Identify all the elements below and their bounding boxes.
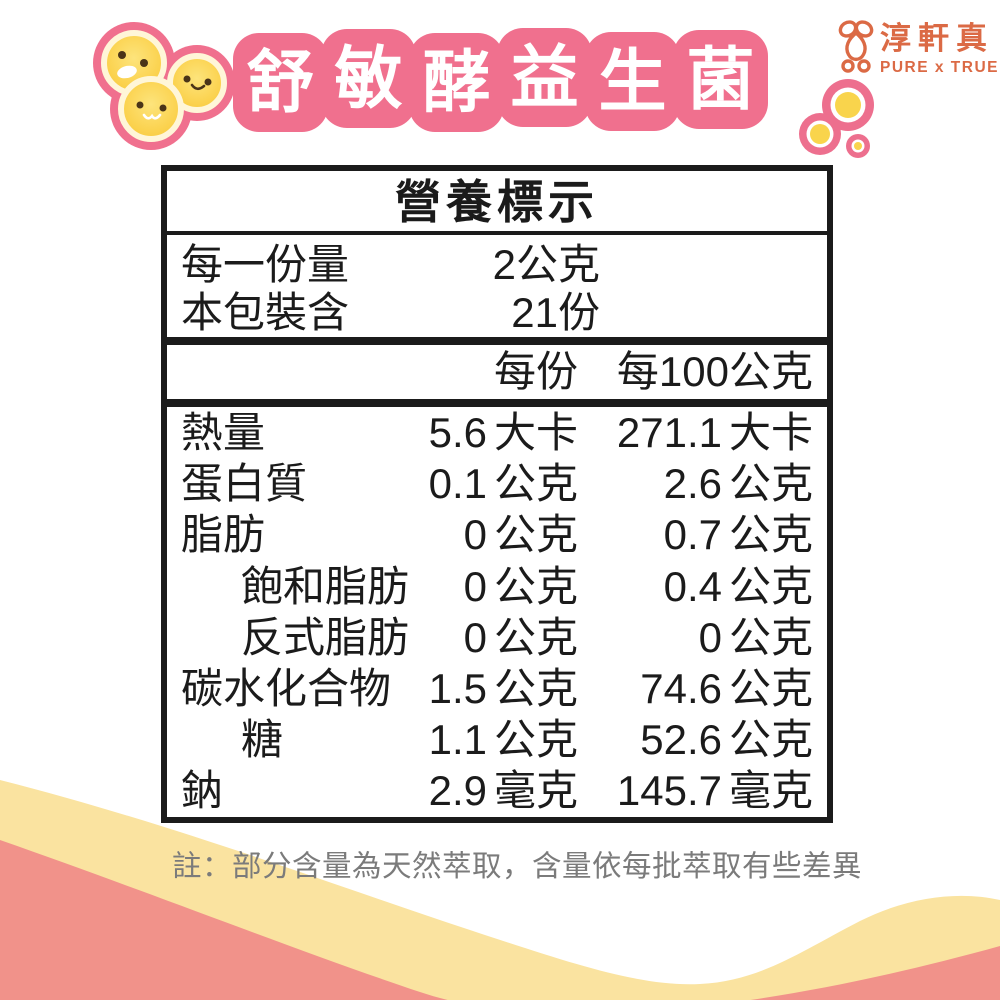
per-serving-value: 0 bbox=[463, 613, 487, 661]
column-header-row: 每份 每100公克 bbox=[167, 345, 827, 407]
brand-logo: 淳軒真 PURE x TRUE bbox=[836, 16, 999, 78]
title-char-tile: 舒 bbox=[233, 33, 328, 132]
per-100g-unit: 公克 bbox=[728, 460, 813, 508]
serving-info-section: 每一份量 2公克 本包裝含 21份 bbox=[167, 235, 827, 345]
title-char: 益 bbox=[510, 39, 579, 116]
per-100g-value: 74.6 bbox=[640, 664, 722, 712]
mascot-bodies bbox=[101, 30, 227, 142]
title-char-tile: 菌 bbox=[673, 30, 768, 129]
per-serving-value: 1.5 bbox=[428, 664, 487, 712]
nutrient-label: 熱量 bbox=[181, 409, 266, 456]
table-row-fat: 脂肪 0 公克 0.7 公克 bbox=[181, 509, 813, 560]
table-row-carbohydrate: 碳水化合物 1.5 公克 74.6 公克 bbox=[181, 663, 813, 714]
table-row-protein: 蛋白質 0.1 公克 2.6 公克 bbox=[181, 458, 813, 509]
nutrition-table-title: 營養標示 bbox=[167, 171, 827, 235]
brand-words: 淳軒真 PURE x TRUE bbox=[880, 21, 999, 77]
bubble-medium bbox=[799, 113, 841, 155]
table-row-calories: 熱量 5.6 大卡 271.1 大卡 bbox=[181, 407, 813, 458]
title-char: 菌 bbox=[686, 41, 755, 118]
nutrition-facts-table: 營養標示 每一份量 2公克 本包裝含 21份 每份 每100公克 熱量 5.6 大… bbox=[161, 165, 833, 823]
ring-bubbles-decoration bbox=[799, 79, 874, 158]
servings-per-pack-value: 21份 bbox=[511, 289, 600, 336]
serving-size-row: 每一份量 2公克 bbox=[181, 241, 813, 289]
per-100g-value: 52.6 bbox=[640, 716, 722, 764]
per-serving-unit: 大卡 bbox=[493, 409, 578, 456]
title-char: 舒 bbox=[246, 44, 315, 121]
title-char-tile: 益 bbox=[497, 28, 592, 127]
per-100g-unit: 大卡 bbox=[728, 409, 813, 456]
per-serving-unit: 公克 bbox=[493, 613, 578, 661]
bubble-large bbox=[822, 79, 874, 131]
nutrient-label: 脂肪 bbox=[181, 511, 266, 559]
per-100g-value: 271.1 bbox=[616, 409, 722, 456]
per-serving-value: 1.1 bbox=[428, 716, 487, 764]
nutrient-label: 反式脂肪 bbox=[241, 613, 410, 661]
nutrient-label: 飽和脂肪 bbox=[241, 562, 410, 610]
per-serving-value: 5.6 bbox=[428, 409, 487, 456]
nutrient-label: 蛋白質 bbox=[181, 460, 308, 508]
table-row-trans-fat: 反式脂肪 0 公克 0 公克 bbox=[181, 612, 813, 663]
brand-tagline: PURE x TRUE bbox=[880, 59, 999, 77]
knot-icon bbox=[838, 20, 874, 73]
title-char: 生 bbox=[598, 43, 667, 120]
per-serving-unit: 公克 bbox=[493, 664, 578, 712]
per-100g-value: 145.7 bbox=[616, 767, 722, 815]
serving-size-label: 每一份量 bbox=[181, 241, 350, 288]
title-char-tile: 酵 bbox=[409, 33, 504, 132]
per-100g-unit: 公克 bbox=[728, 716, 813, 764]
nutrient-label: 糖 bbox=[241, 716, 284, 764]
wave-pink-shape bbox=[0, 840, 1000, 1000]
per-serving-unit: 公克 bbox=[493, 716, 578, 764]
column-header-per-serving: 每份 bbox=[493, 348, 578, 395]
per-serving-unit: 公克 bbox=[493, 460, 578, 508]
per-serving-value: 2.9 bbox=[428, 767, 487, 815]
nutrient-label: 鈉 bbox=[181, 767, 224, 815]
mascot-faces bbox=[117, 51, 212, 120]
per-serving-value: 0 bbox=[463, 562, 487, 610]
nutrient-label: 碳水化合物 bbox=[181, 664, 392, 712]
column-header-per-100g: 每100公克 bbox=[616, 348, 813, 395]
brand-name: 淳軒真 bbox=[880, 21, 994, 56]
table-row-sodium: 鈉 2.9 毫克 145.7 毫克 bbox=[181, 765, 813, 816]
title-char: 敏 bbox=[334, 40, 403, 117]
footnote: 註：部分含量為天然萃取，含量依每批萃取有些差異 bbox=[172, 850, 863, 883]
product-title-banner: 舒 敏 酵 益 生 菌 bbox=[233, 28, 768, 132]
bottom-wave-decoration bbox=[0, 780, 1000, 1000]
per-100g-value: 0.7 bbox=[663, 511, 722, 559]
per-100g-unit: 公克 bbox=[728, 664, 813, 712]
per-100g-value: 2.6 bbox=[663, 460, 722, 508]
title-char-tile: 生 bbox=[585, 32, 680, 131]
per-serving-unit: 毫克 bbox=[493, 767, 578, 815]
title-char: 酵 bbox=[422, 44, 491, 121]
serving-size-value: 2公克 bbox=[492, 241, 600, 288]
per-100g-unit: 毫克 bbox=[728, 767, 813, 815]
column-header-spacer bbox=[181, 345, 428, 399]
per-100g-unit: 公克 bbox=[728, 613, 813, 661]
servings-per-pack-label: 本包裝含 bbox=[181, 289, 350, 336]
per-serving-unit: 公克 bbox=[493, 562, 578, 610]
per-serving-unit: 公克 bbox=[493, 511, 578, 559]
table-row-saturated-fat: 飽和脂肪 0 公克 0.4 公克 bbox=[181, 561, 813, 612]
per-100g-unit: 公克 bbox=[728, 562, 813, 610]
per-serving-value: 0 bbox=[463, 511, 487, 559]
per-100g-value: 0 bbox=[698, 613, 722, 661]
nutrient-rows: 熱量 5.6 大卡 271.1 大卡 蛋白質 0.1 公克 2.6 公克 脂肪 0 公克 … bbox=[167, 407, 827, 817]
per-serving-value: 0.1 bbox=[428, 460, 487, 508]
probiotics-mascot-icon bbox=[93, 22, 235, 150]
servings-per-pack-row: 本包裝含 21份 bbox=[181, 289, 813, 337]
title-char-tile: 敏 bbox=[321, 29, 416, 128]
per-100g-unit: 公克 bbox=[728, 511, 813, 559]
bubble-small bbox=[846, 134, 870, 158]
table-row-sugar: 糖 1.1 公克 52.6 公克 bbox=[181, 714, 813, 765]
per-100g-value: 0.4 bbox=[663, 562, 722, 610]
